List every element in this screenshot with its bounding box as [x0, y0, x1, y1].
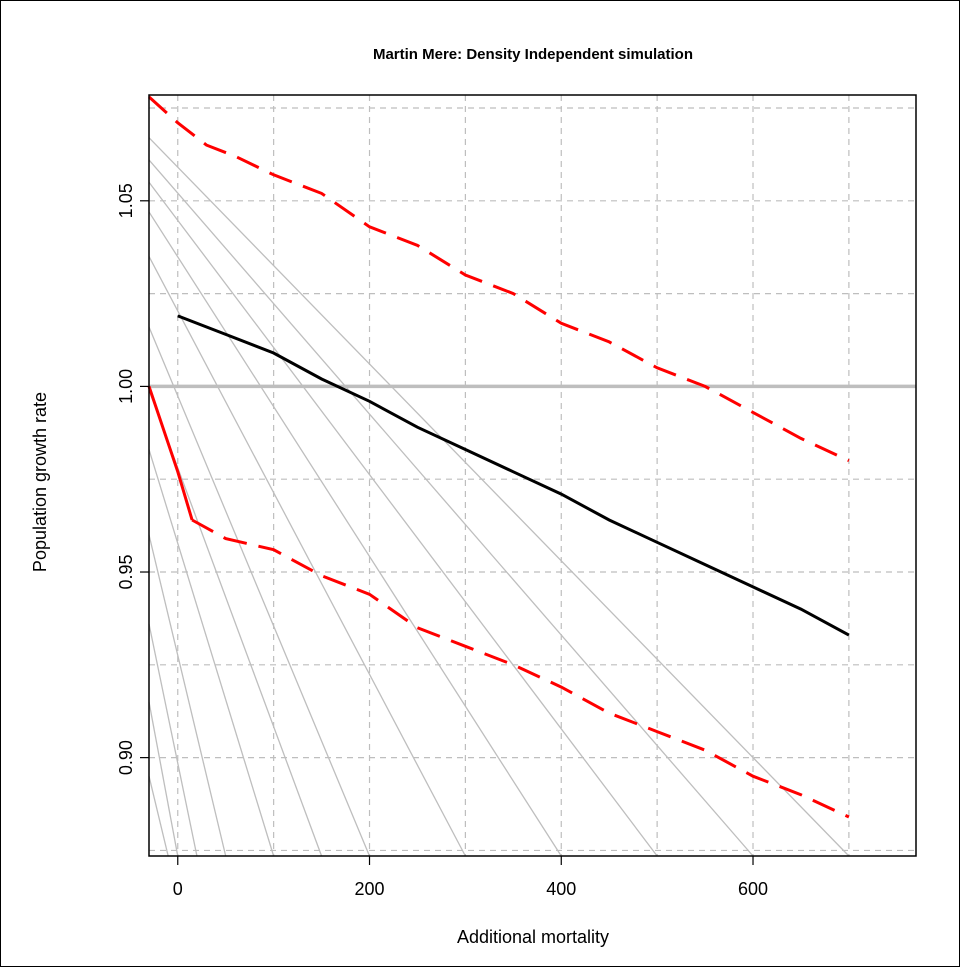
x-tick-label: 0: [173, 879, 183, 899]
contour-line: [148, 449, 275, 857]
x-axis: 0 200 400 600: [173, 856, 768, 899]
x-tick-label: 400: [546, 879, 576, 899]
contour-line: [148, 181, 658, 857]
x-tick-label: 600: [738, 879, 768, 899]
contour-line: [148, 326, 371, 857]
y-axis: 0.90 0.95 1.00 1.05: [116, 183, 149, 775]
contour-line: [148, 534, 227, 857]
upper-bound-line: [147, 95, 850, 463]
plot-area-border: [148, 94, 917, 857]
y-tick-label: 0.90: [116, 740, 136, 775]
contour-line: [148, 159, 754, 857]
chart-title: Martin Mere: Density Independent simulat…: [373, 46, 693, 63]
series-group: [147, 95, 850, 819]
lower-bound-line-solid: [147, 385, 194, 521]
median-line: [177, 314, 850, 637]
contour-line: [148, 623, 198, 857]
contour-line: [148, 701, 179, 857]
y-tick-label: 1.05: [116, 183, 136, 218]
contour-lines: [148, 137, 850, 857]
y-tick-label: 0.95: [116, 554, 136, 589]
y-axis-title: Population growth rate: [30, 392, 50, 572]
y-tick-label: 1.00: [116, 369, 136, 404]
x-axis-title: Additional mortality: [457, 927, 609, 947]
contour-line: [148, 776, 169, 857]
contour-line: [148, 137, 850, 857]
x-tick-label: 200: [354, 879, 384, 899]
contour-line: [148, 256, 466, 857]
contour-line: [148, 211, 562, 857]
